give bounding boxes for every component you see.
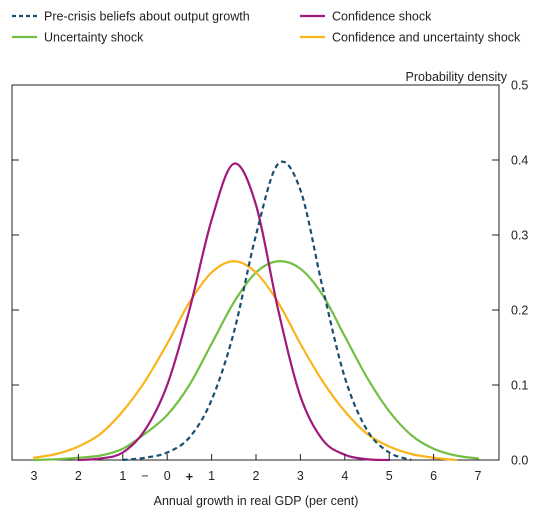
x-axis: 3 2 1 0 1 2 3 4 5 6 7 − + (31, 454, 482, 484)
legend-label-3: Confidence and uncertainty shock (332, 31, 521, 45)
x-tick-label: 3 (297, 469, 304, 483)
legend-label-2: Uncertainty shock (44, 31, 144, 45)
series-line-0 (122, 160, 412, 462)
y-axis: 0.0 0.1 0.2 0.3 0.4 0.5 (12, 79, 528, 468)
x-plus-sign: + (186, 470, 193, 484)
x-tick-label: 5 (386, 469, 393, 483)
x-tick-label: 2 (75, 469, 82, 483)
y-axis-title: Probability density (406, 70, 508, 84)
y-tick-label: 0.3 (511, 229, 528, 243)
series-line-3 (32, 260, 457, 462)
legend-label-0: Pre-crisis beliefs about output growth (44, 10, 250, 24)
y-tick-label: 0.4 (511, 154, 528, 168)
x-tick-label: 0 (164, 469, 171, 483)
x-tick-label: 3 (31, 469, 38, 483)
y-tick-label: 0.5 (511, 79, 528, 93)
legend: Pre-crisis beliefs about output growth Co… (12, 10, 521, 45)
x-minus-sign: − (141, 469, 148, 483)
y-tick-label: 0.2 (511, 304, 528, 318)
series-group (32, 160, 480, 462)
y-tick-label: 0.0 (511, 454, 528, 468)
x-axis-title: Annual growth in real GDP (per cent) (154, 494, 359, 508)
x-tick-label: 7 (475, 469, 482, 483)
x-tick-label: 1 (119, 469, 126, 483)
x-tick-label: 6 (430, 469, 437, 483)
legend-label-1: Confidence shock (332, 10, 432, 24)
series-line-1 (77, 162, 391, 462)
x-tick-label: 4 (341, 469, 348, 483)
x-tick-label: 1 (208, 469, 215, 483)
series-line-2 (32, 260, 480, 462)
y-tick-label: 0.1 (511, 379, 528, 393)
x-tick-label: 2 (253, 469, 260, 483)
